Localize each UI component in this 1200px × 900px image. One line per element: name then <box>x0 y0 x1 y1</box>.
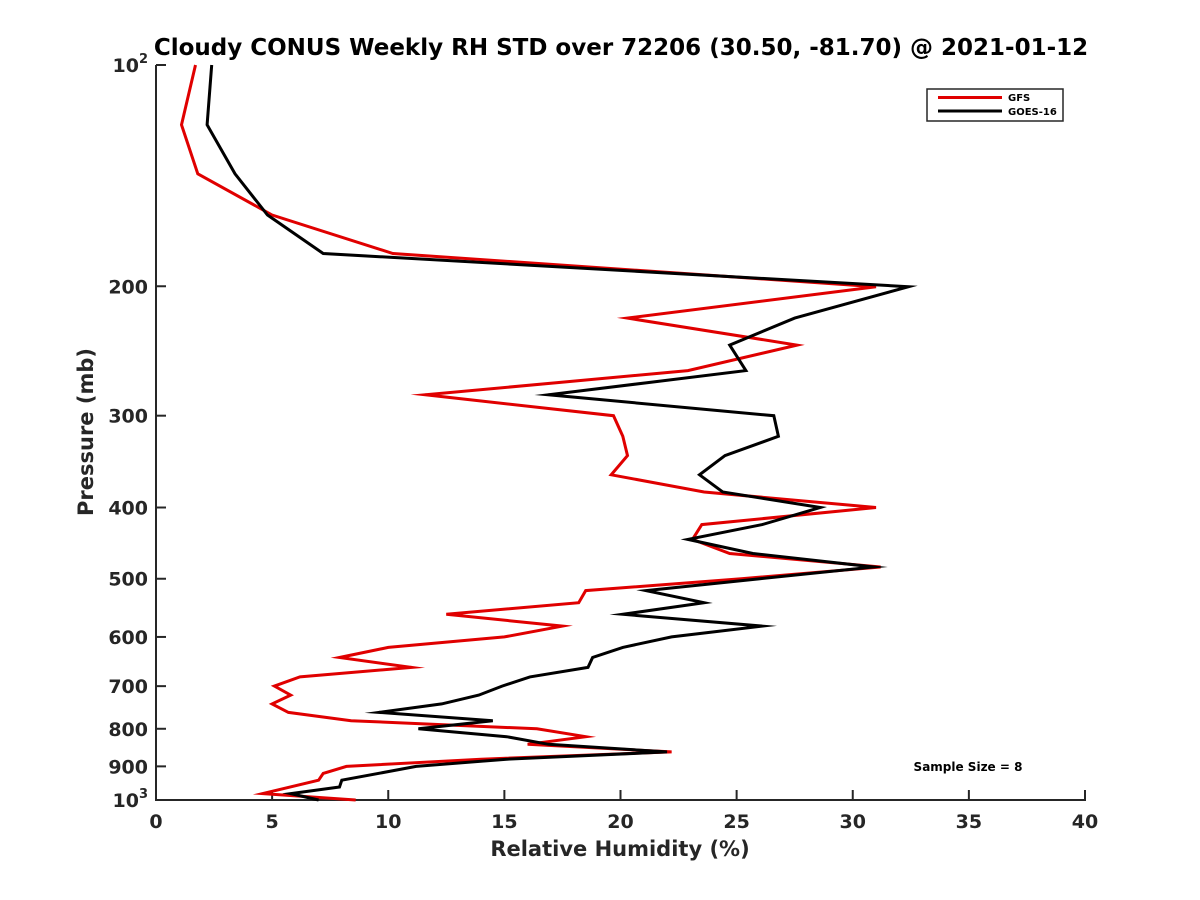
y-tick-label: 102 <box>113 52 149 77</box>
x-tick-label: 10 <box>375 811 401 833</box>
y-tick-label: 700 <box>108 676 148 698</box>
legend: GFS GOES-16 <box>926 88 1064 122</box>
chart-title: Cloudy CONUS Weekly RH STD over 72206 (3… <box>154 35 1088 61</box>
x-ticks: 0 5 10 15 20 25 30 35 40 <box>149 790 1098 833</box>
y-ticks: 102 200 300 400 500 600 700 800 900 103 <box>108 52 166 812</box>
series-line-goes-16 <box>205 64 918 802</box>
y-tick-label: 800 <box>108 719 148 741</box>
x-tick-label: 35 <box>956 811 982 833</box>
y-tick-label: 600 <box>108 627 148 649</box>
series-group <box>179 64 918 802</box>
y-tick-label: 300 <box>108 406 148 428</box>
y-tick-label: 900 <box>108 756 148 778</box>
y-axis-label: Pressure (mb) <box>74 348 98 516</box>
y-tick-label: 200 <box>108 276 148 298</box>
y-tick-label: 103 <box>113 787 149 812</box>
x-tick-label: 30 <box>840 811 866 833</box>
series-line-gfs <box>179 64 881 802</box>
x-tick-label: 40 <box>1072 811 1098 833</box>
axes: 0 5 10 15 20 25 30 35 40 102 200 300 400 500 600 700 80… <box>108 52 1098 833</box>
x-tick-label: 25 <box>723 811 749 833</box>
y-tick-label: 500 <box>108 569 148 591</box>
legend-box <box>926 88 1064 122</box>
legend-label-gfs: GFS <box>1008 93 1030 104</box>
x-tick-label: 15 <box>491 811 517 833</box>
x-tick-label: 20 <box>607 811 633 833</box>
legend-label-goes-16: GOES-16 <box>1008 107 1057 118</box>
x-tick-label: 5 <box>266 811 279 833</box>
x-tick-label: 0 <box>149 811 162 833</box>
x-axis-label: Relative Humidity (%) <box>490 837 749 861</box>
sample-size-annotation: Sample Size = 8 <box>914 760 1023 774</box>
y-tick-label: 400 <box>108 498 148 520</box>
